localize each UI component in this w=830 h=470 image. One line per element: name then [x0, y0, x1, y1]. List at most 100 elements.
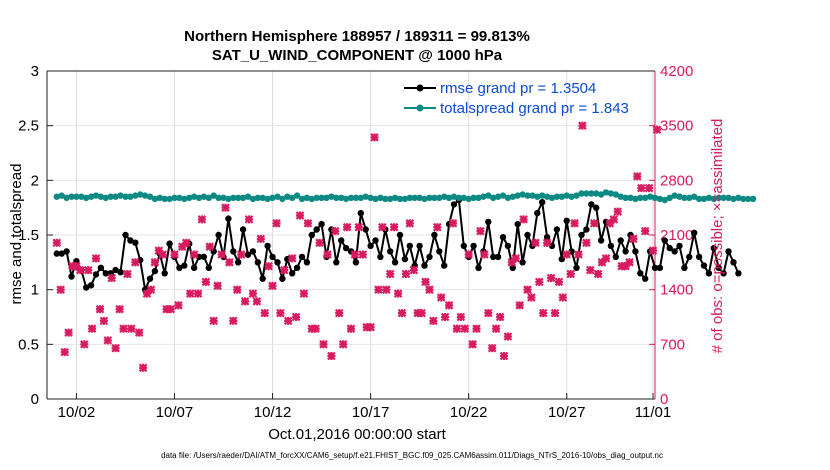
data-point: [382, 195, 389, 203]
data-point: [686, 194, 693, 201]
data-point: [215, 231, 222, 239]
data-point: [102, 270, 110, 277]
obs-point: [511, 254, 520, 263]
data-point: [362, 193, 369, 200]
data-point: [107, 193, 114, 200]
data-point: [568, 248, 575, 255]
data-point: [401, 255, 409, 263]
data-point: [264, 195, 271, 203]
obs-point: [393, 289, 403, 298]
obs-point: [311, 324, 320, 333]
data-point: [117, 192, 124, 199]
data-point: [651, 194, 659, 201]
data-point: [494, 253, 502, 261]
obs-point: [260, 308, 269, 318]
obs-point: [566, 269, 575, 279]
obs-point: [452, 324, 462, 333]
obs-point: [56, 285, 65, 294]
data-point: [612, 191, 619, 198]
data-point: [186, 194, 193, 201]
data-point: [568, 193, 575, 200]
data-point: [642, 194, 649, 201]
data-point: [176, 194, 183, 201]
data-point: [681, 264, 688, 271]
data-point: [166, 195, 173, 203]
obs-point: [83, 265, 93, 275]
data-point: [122, 231, 129, 239]
data-point: [78, 193, 85, 200]
obs-point: [570, 219, 579, 228]
data-point: [681, 194, 688, 201]
data-point: [333, 194, 340, 201]
y-tick-label-left: 2: [31, 172, 39, 189]
series-2: [52, 121, 662, 373]
obs-point: [644, 183, 654, 193]
obs-point: [158, 250, 167, 259]
obs-point: [264, 261, 273, 271]
obs-point: [334, 308, 344, 318]
data-point: [92, 271, 100, 278]
obs-point: [495, 312, 505, 322]
data-point: [558, 193, 565, 200]
chart-title: Northern Hemisphere 188957 / 189311 = 99…: [184, 28, 530, 45]
data-point: [480, 193, 487, 200]
data-point: [127, 193, 134, 200]
data-point: [421, 262, 428, 269]
data-point: [298, 253, 306, 261]
obs-point: [331, 226, 340, 236]
obs-point: [232, 285, 242, 294]
obs-point: [523, 285, 532, 294]
data-point: [357, 209, 364, 217]
data-point: [470, 242, 477, 250]
data-point: [563, 192, 570, 199]
data-point: [377, 253, 384, 261]
data-point: [749, 195, 757, 203]
data-point: [274, 193, 281, 200]
data-point: [730, 195, 737, 203]
data-point: [73, 193, 80, 200]
data-point: [661, 196, 668, 204]
obs-point: [146, 285, 156, 294]
data-point: [176, 264, 183, 271]
data-point: [436, 248, 443, 255]
obs-point: [425, 285, 434, 294]
data-point: [548, 194, 556, 201]
data-point: [156, 194, 163, 201]
data-point: [367, 242, 374, 250]
obs-point: [468, 340, 477, 349]
obs-point: [554, 277, 564, 287]
obs-point: [562, 250, 571, 259]
data-point: [691, 193, 698, 200]
obs-point: [252, 297, 262, 306]
obs-point: [244, 215, 254, 224]
data-point: [617, 193, 624, 200]
data-point: [264, 242, 271, 250]
data-point: [411, 194, 418, 201]
data-point: [406, 194, 413, 201]
data-point: [441, 262, 448, 269]
data-point: [200, 253, 208, 261]
data-point: [499, 234, 507, 241]
data-point: [205, 194, 212, 201]
obs-point: [185, 289, 195, 298]
data-point: [470, 194, 477, 201]
data-point: [705, 194, 713, 201]
obs-point: [138, 363, 148, 373]
data-point: [313, 226, 320, 233]
obs-point: [174, 301, 183, 310]
obs-point: [99, 316, 109, 326]
data-point: [112, 193, 119, 200]
y-tick-label-left: 0: [31, 391, 39, 408]
obs-point: [107, 273, 116, 283]
data-point: [563, 217, 570, 224]
legend-item-0: rmse grand pr = 1.3504: [404, 80, 596, 97]
data-point: [342, 195, 350, 203]
obs-point: [323, 250, 332, 259]
obs-point: [268, 281, 277, 291]
obs-point: [507, 258, 517, 267]
data-point: [700, 262, 708, 269]
obs-point: [378, 222, 387, 232]
data-point: [642, 275, 649, 282]
data-point: [710, 195, 717, 203]
data-point: [514, 192, 521, 199]
